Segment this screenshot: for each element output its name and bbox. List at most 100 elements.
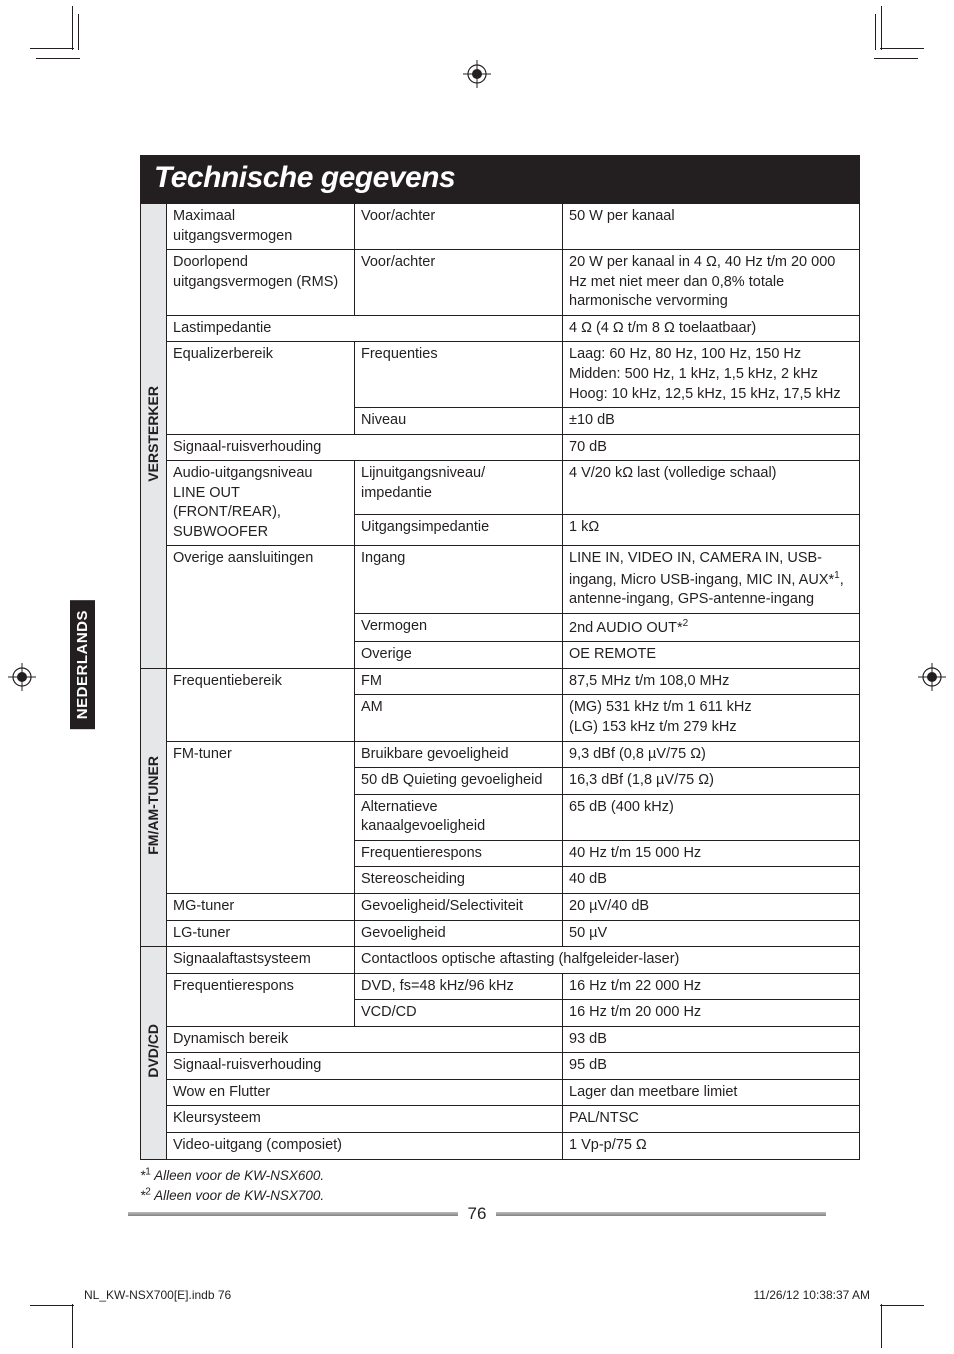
crop-mark	[880, 1305, 924, 1306]
crop-mark	[30, 48, 74, 49]
cell: 87,5 MHz t/m 108,0 MHz	[563, 668, 860, 695]
language-side-tab: NEDERLANDS	[70, 600, 95, 729]
cell: 50 µV	[563, 920, 860, 947]
cell: 93 dB	[563, 1026, 860, 1053]
cell: FM	[355, 668, 563, 695]
crop-mark	[881, 6, 882, 50]
table-row: Signaal-ruisverhouding 70 dB	[141, 434, 860, 461]
cell: 16 Hz t/m 20 000 Hz	[563, 1000, 860, 1027]
table-row: Equalizerbereik Frequenties Laag: 60 Hz,…	[141, 342, 860, 408]
cell: 9,3 dBf (0,8 µV/75 Ω)	[563, 741, 860, 768]
table-row: FM/AM-TUNER Frequentiebereik FM 87,5 MHz…	[141, 668, 860, 695]
registration-mark	[463, 60, 491, 88]
cell: 65 dB (400 kHz)	[563, 794, 860, 840]
cell: 1 Vp-p/75 Ω	[563, 1133, 860, 1160]
cell: 40 Hz t/m 15 000 Hz	[563, 840, 860, 867]
cell: 1 kΩ	[563, 515, 860, 546]
footnote-1: *1 Alleen voor de KW-NSX600.	[140, 1166, 860, 1186]
table-row: Lastimpedantie 4 Ω (4 Ω t/m 8 Ω toelaatb…	[141, 315, 860, 342]
cell: Stereoscheiding	[355, 867, 563, 894]
cell: Audio-uitgangsniveau LINE OUT (FRONT/REA…	[167, 461, 355, 546]
table-row: Video-uitgang (composiet) 1 Vp-p/75 Ω	[141, 1133, 860, 1160]
cell: Laag: 60 Hz, 80 Hz, 100 Hz, 150 Hz Midde…	[563, 342, 860, 408]
cell: Wow en Flutter	[167, 1079, 563, 1106]
cell: Gevoeligheid/Selectiviteit	[355, 893, 563, 920]
cell: 16,3 dBf (1,8 µV/75 Ω)	[563, 768, 860, 795]
cell: 4 Ω (4 Ω t/m 8 Ω toelaatbaar)	[563, 315, 860, 342]
crop-mark	[881, 1304, 882, 1348]
cell: Equalizerbereik	[167, 342, 355, 434]
cell: Ingang	[355, 546, 563, 614]
cell: Niveau	[355, 408, 563, 435]
cell: 70 dB	[563, 434, 860, 461]
cell: MG-tuner	[167, 893, 355, 920]
cell: 20 µV/40 dB	[563, 893, 860, 920]
cell: Voor/achter	[355, 204, 563, 250]
crop-mark	[30, 1305, 74, 1306]
cell: 40 dB	[563, 867, 860, 894]
table-row: LG-tuner Gevoeligheid 50 µV	[141, 920, 860, 947]
rule-right	[496, 1212, 826, 1216]
cell: Contactloos optische aftasting (halfgele…	[355, 947, 860, 974]
page-number-bar: 76	[0, 1204, 954, 1224]
footer-file: NL_KW-NSX700[E].indb 76	[84, 1288, 231, 1302]
table-row: Doorlopend uitgangsvermogen (RMS) Voor/a…	[141, 250, 860, 316]
rule-left	[128, 1212, 458, 1216]
table-row: Dynamisch bereik 93 dB	[141, 1026, 860, 1053]
registration-mark	[918, 663, 946, 691]
table-row: Frequentierespons DVD, fs=48 kHz/96 kHz …	[141, 973, 860, 1000]
cell: Overige aansluitingen	[167, 546, 355, 668]
section-header-versterker: VERSTERKER	[141, 204, 167, 669]
cell: LG-tuner	[167, 920, 355, 947]
cell: Frequenties	[355, 342, 563, 408]
table-row: MG-tuner Gevoeligheid/Selectiviteit 20 µ…	[141, 893, 860, 920]
crop-mark	[36, 58, 80, 59]
cell: 50 dB Quieting gevoeligheid	[355, 768, 563, 795]
cell: Uitgangsimpedantie	[355, 515, 563, 546]
cell: AM	[355, 695, 563, 741]
cell: ±10 dB	[563, 408, 860, 435]
cell: Signaalaftastsysteem	[167, 947, 355, 974]
cell: Vermogen	[355, 613, 563, 641]
content-area: Technische gegevens VERSTERKER Maximaal …	[140, 155, 860, 1205]
cell: Alternatieve kanaalgevoeligheid	[355, 794, 563, 840]
spec-table: VERSTERKER Maximaal uitgangsvermogen Voo…	[140, 203, 860, 1160]
cell: 95 dB	[563, 1053, 860, 1080]
cell: Bruikbare gevoeligheid	[355, 741, 563, 768]
table-row: DVD/CD Signaalaftastsysteem Contactloos …	[141, 947, 860, 974]
crop-mark	[875, 14, 876, 50]
cell: Video-uitgang (composiet)	[167, 1133, 563, 1160]
cell: LINE IN, VIDEO IN, CAMERA IN, USB-ingang…	[563, 546, 860, 614]
crop-mark	[874, 58, 918, 59]
table-row: Kleursysteem PAL/NTSC	[141, 1106, 860, 1133]
crop-mark	[72, 1304, 73, 1348]
print-footer: NL_KW-NSX700[E].indb 76 11/26/12 10:38:3…	[84, 1288, 870, 1302]
section-header-dvdcd: DVD/CD	[141, 947, 167, 1160]
cell: Kleursysteem	[167, 1106, 563, 1133]
cell: Frequentiebereik	[167, 668, 355, 741]
cell: FM-tuner	[167, 741, 355, 893]
cell: 20 W per kanaal in 4 Ω, 40 Hz t/m 20 000…	[563, 250, 860, 316]
cell: Lastimpedantie	[167, 315, 563, 342]
cell: Gevoeligheid	[355, 920, 563, 947]
cell: (MG) 531 kHz t/m 1 611 kHz (LG) 153 kHz …	[563, 695, 860, 741]
cell: Doorlopend uitgangsvermogen (RMS)	[167, 250, 355, 316]
cell: Signaal-ruisverhouding	[167, 1053, 563, 1080]
table-row: VERSTERKER Maximaal uitgangsvermogen Voo…	[141, 204, 860, 250]
crop-mark	[72, 6, 73, 50]
cell: Lager dan meetbare limiet	[563, 1079, 860, 1106]
cell: Signaal-ruisverhouding	[167, 434, 563, 461]
cell: Maximaal uitgangsvermogen	[167, 204, 355, 250]
cell: 16 Hz t/m 22 000 Hz	[563, 973, 860, 1000]
cell: 50 W per kanaal	[563, 204, 860, 250]
cell: 4 V/20 kΩ last (volledige schaal)	[563, 461, 860, 515]
cell: VCD/CD	[355, 1000, 563, 1027]
cell: OE REMOTE	[563, 642, 860, 669]
table-row: Signaal-ruisverhouding 95 dB	[141, 1053, 860, 1080]
cell: Frequentierespons	[167, 973, 355, 1026]
table-row: FM-tuner Bruikbare gevoeligheid 9,3 dBf …	[141, 741, 860, 768]
table-row: Overige aansluitingen Ingang LINE IN, VI…	[141, 546, 860, 614]
cell: Frequentierespons	[355, 840, 563, 867]
section-header-fmam: FM/AM-TUNER	[141, 668, 167, 946]
table-row: Wow en Flutter Lager dan meetbare limiet	[141, 1079, 860, 1106]
